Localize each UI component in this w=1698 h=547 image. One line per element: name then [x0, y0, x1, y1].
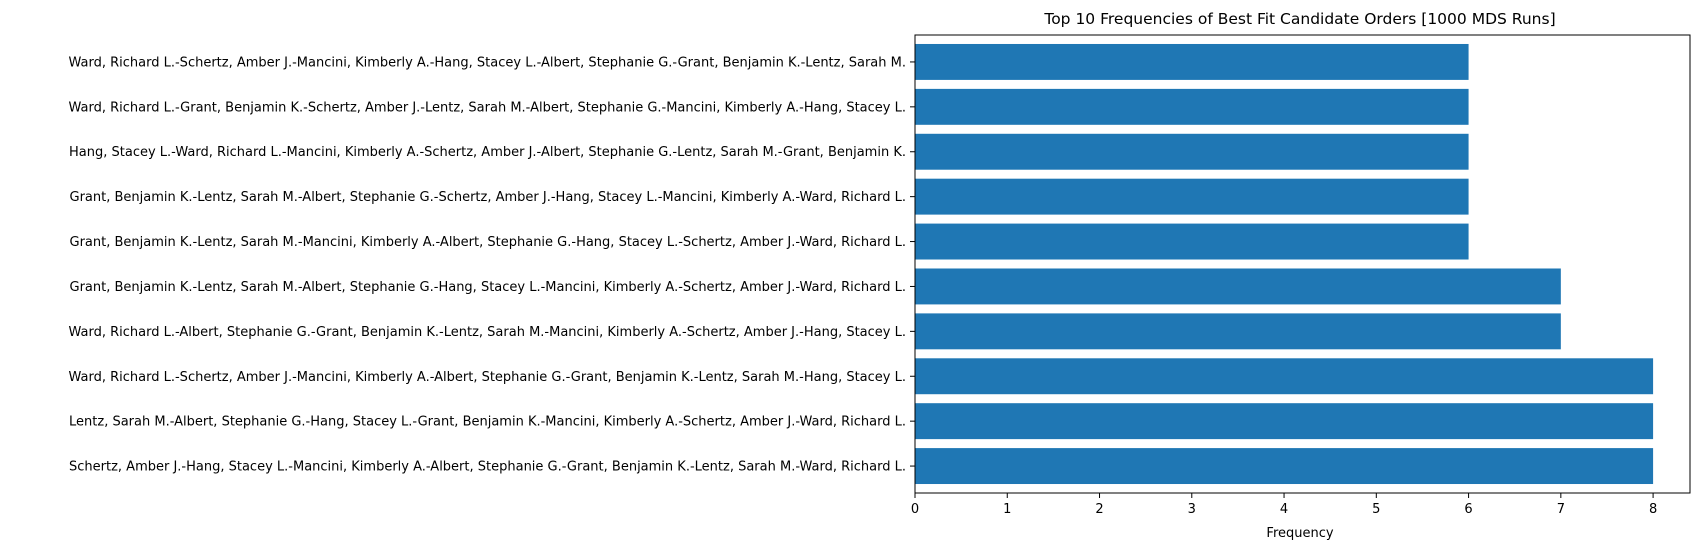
category-label: Ward, Richard L.-Schertz, Amber J.-Manci…: [69, 370, 907, 385]
bar: [915, 403, 1654, 440]
x-axis-label: Frequency: [1266, 526, 1333, 541]
x-tick-label: 8: [1649, 502, 1657, 517]
category-label: Ward, Richard L.-Albert, Stephanie G.-Gr…: [69, 325, 907, 340]
x-tick-label: 0: [911, 502, 919, 517]
category-label: Hang, Stacey L.-Ward, Richard L.-Mancini…: [69, 145, 906, 160]
axes-frame: [914, 34, 1691, 494]
x-tick-label: 2: [1095, 502, 1103, 517]
x-tick-label: 7: [1557, 502, 1565, 517]
category-label: Ward, Richard L.-Schertz, Amber J.-Manci…: [69, 55, 907, 70]
category-labels-group: Ward, Richard L.-Schertz, Amber J.-Manci…: [69, 55, 915, 475]
category-label: Grant, Benjamin K.-Lentz, Sarah M.-Alber…: [70, 280, 907, 295]
x-ticks-group: 0 1 2 3 4 5 6 7 8: [911, 493, 1657, 517]
chart-title: Top 10 Frequencies of Best Fit Candidate…: [1043, 10, 1555, 28]
category-label: Lentz, Sarah M.-Albert, Stephanie G.-Han…: [69, 415, 906, 430]
x-tick-label: 6: [1464, 502, 1472, 517]
x-tick-label: 1: [1003, 502, 1011, 517]
bar: [915, 43, 1469, 80]
bar: [915, 223, 1469, 260]
category-label: Ward, Richard L.-Grant, Benjamin K.-Sche…: [69, 100, 907, 115]
bar: [915, 313, 1561, 350]
bar: [915, 178, 1469, 215]
category-label: Grant, Benjamin K.-Lentz, Sarah M.-Alber…: [70, 190, 907, 205]
bar: [915, 133, 1469, 170]
category-label: Grant, Benjamin K.-Lentz, Sarah M.-Manci…: [70, 235, 907, 250]
category-label: Schertz, Amber J.-Hang, Stacey L.-Mancin…: [69, 460, 906, 475]
bar: [915, 268, 1561, 305]
x-tick-label: 4: [1280, 502, 1288, 517]
bar: [915, 358, 1654, 395]
x-tick-label: 5: [1372, 502, 1380, 517]
bar: [915, 88, 1469, 125]
x-tick-label: 3: [1188, 502, 1196, 517]
plot-frame: [914, 34, 1691, 494]
bar: [915, 448, 1654, 485]
bars-group: [915, 43, 1654, 485]
